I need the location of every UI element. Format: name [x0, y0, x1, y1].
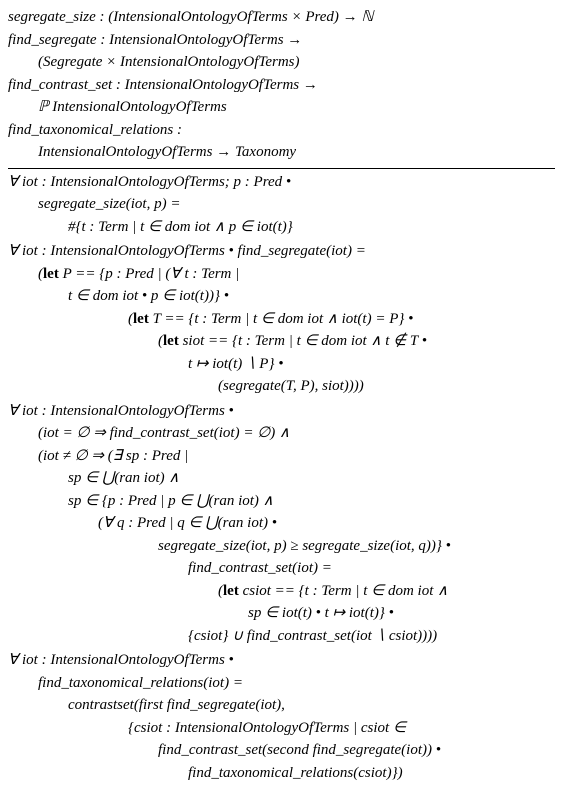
axiom-line: ∀ iot : IntensionalOntologyOfTerms; p : …	[8, 171, 555, 194]
axiom-line: (let csiot == {t : Term | t ∈ dom iot ∧	[8, 580, 555, 603]
signature-section: segregate_size : (IntensionalOntologyOfT…	[8, 6, 555, 169]
axiom-line: segregate_size(iot, p) ≥ segregate_size(…	[8, 535, 555, 558]
axiom-line: #{t : Term | t ∈ dom iot ∧ p ∈ iot(t)}	[8, 216, 555, 239]
axiom-line: sp ∈ iot(t) • t ↦ iot(t)} •	[8, 602, 555, 625]
axiom-line: contrastset(first find_segregate(iot),	[8, 694, 555, 717]
sig-line: (Segregate × IntensionalOntologyOfTerms)	[8, 51, 555, 74]
axiom-line: (iot = ∅ ⇒ find_contrast_set(iot) = ∅) ∧	[8, 422, 555, 445]
axiom-line: segregate_size(iot, p) =	[8, 193, 555, 216]
math-definition-page: segregate_size : (IntensionalOntologyOfT…	[0, 0, 563, 792]
axiom-line: ∀ iot : IntensionalOntologyOfTerms •	[8, 400, 555, 423]
axiom-line: (let T == {t : Term | t ∈ dom iot ∧ iot(…	[8, 308, 555, 331]
axiom-line: sp ∈ {p : Pred | p ∈ ⋃(ran iot) ∧	[8, 490, 555, 513]
axiom-line: t ↦ iot(t) ∖ P} •	[8, 353, 555, 376]
axiom-line: ∀ iot : IntensionalOntologyOfTerms • fin…	[8, 240, 555, 263]
axiom-segregate-size: ∀ iot : IntensionalOntologyOfTerms; p : …	[8, 171, 555, 239]
sig-line: find_segregate : IntensionalOntologyOfTe…	[8, 29, 555, 52]
axiom-line: (let P == {p : Pred | (∀ t : Term |	[8, 263, 555, 286]
axiom-line: {csiot} ∪ find_contrast_set(iot ∖ csiot)…	[8, 625, 555, 648]
axiom-line: (∀ q : Pred | q ∈ ⋃(ran iot) •	[8, 512, 555, 535]
axiom-line: (segregate(T, P), siot))))	[8, 375, 555, 398]
sig-line: IntensionalOntologyOfTerms → Taxonomy	[8, 141, 555, 164]
sig-line: segregate_size : (IntensionalOntologyOfT…	[8, 6, 555, 29]
axiom-line: find_taxonomical_relations(csiot)})	[8, 762, 555, 785]
axiom-line: find_taxonomical_relations(iot) =	[8, 672, 555, 695]
axiom-line: (iot ≠ ∅ ⇒ (∃ sp : Pred |	[8, 445, 555, 468]
axiom-line: sp ∈ ⋃(ran iot) ∧	[8, 467, 555, 490]
axiom-find-taxonomical-relations: ∀ iot : IntensionalOntologyOfTerms • fin…	[8, 649, 555, 784]
axiom-line: t ∈ dom iot • p ∈ iot(t))} •	[8, 285, 555, 308]
axiom-line: find_contrast_set(second find_segregate(…	[8, 739, 555, 762]
axiom-find-contrast-set: ∀ iot : IntensionalOntologyOfTerms • (io…	[8, 400, 555, 648]
axiom-line: find_contrast_set(iot) =	[8, 557, 555, 580]
axiom-find-segregate: ∀ iot : IntensionalOntologyOfTerms • fin…	[8, 240, 555, 398]
sig-line: ℙ IntensionalOntologyOfTerms	[8, 96, 555, 119]
axiom-line: (let siot == {t : Term | t ∈ dom iot ∧ t…	[8, 330, 555, 353]
axiom-line: {csiot : IntensionalOntologyOfTerms | cs…	[8, 717, 555, 740]
sig-line: find_taxonomical_relations :	[8, 119, 555, 142]
axiom-line: ∀ iot : IntensionalOntologyOfTerms •	[8, 649, 555, 672]
sig-line: find_contrast_set : IntensionalOntologyO…	[8, 74, 555, 97]
